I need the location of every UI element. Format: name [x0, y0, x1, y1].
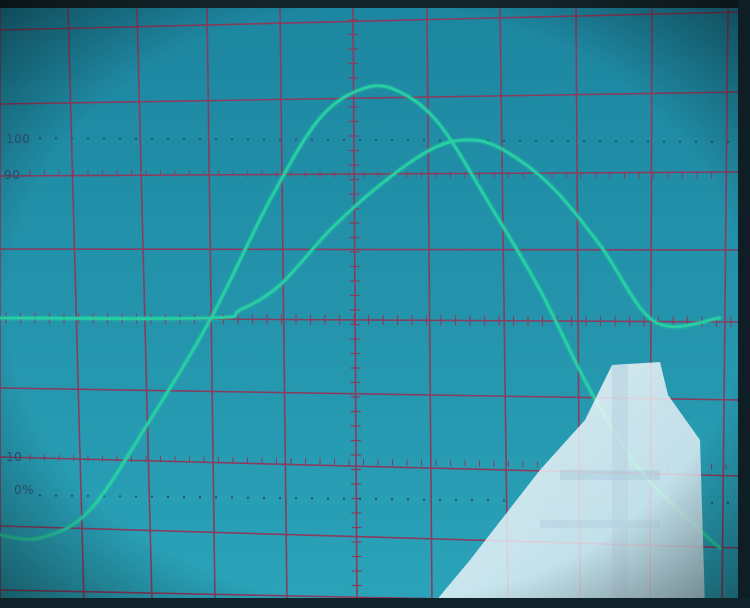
right-bezel-edge — [738, 0, 750, 608]
label-0-percent: 0% — [14, 483, 35, 497]
bottom-bezel-edge — [0, 598, 750, 608]
label-10-percent: 10 — [6, 450, 23, 464]
label-90-percent: 90 — [4, 168, 21, 182]
label-100-percent: 100 — [6, 132, 31, 146]
